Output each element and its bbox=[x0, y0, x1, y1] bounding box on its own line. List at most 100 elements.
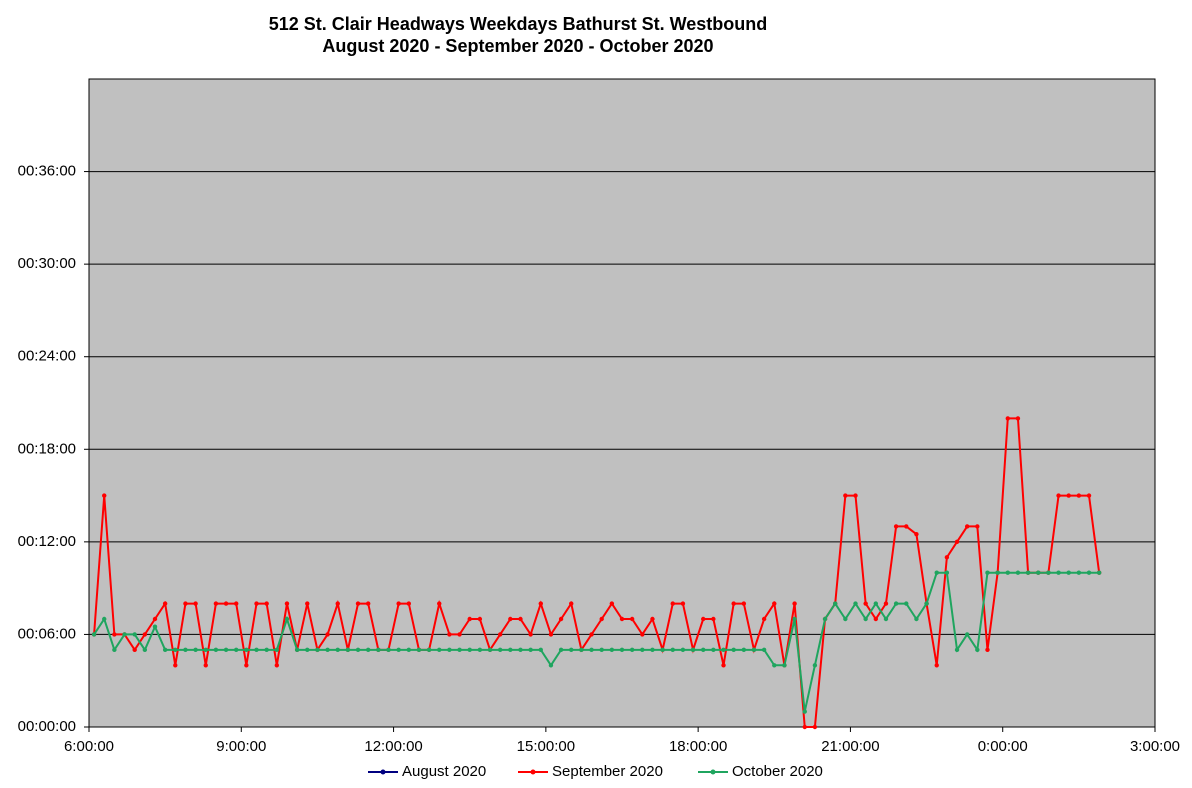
point bbox=[609, 601, 615, 606]
point bbox=[660, 647, 665, 653]
point bbox=[457, 632, 462, 637]
point bbox=[964, 524, 970, 529]
point bbox=[132, 647, 137, 653]
point bbox=[883, 616, 889, 622]
point bbox=[558, 647, 564, 653]
legend-marker bbox=[710, 769, 716, 775]
point bbox=[741, 601, 747, 606]
point bbox=[416, 647, 422, 653]
point bbox=[305, 647, 310, 653]
point bbox=[812, 724, 818, 730]
point bbox=[731, 601, 736, 606]
point bbox=[325, 632, 330, 637]
point bbox=[203, 647, 208, 653]
point bbox=[376, 647, 381, 653]
point bbox=[1005, 570, 1010, 575]
y-tick-label: 00:12:00 bbox=[18, 533, 76, 550]
x-tick-label: 3:00:00 bbox=[1130, 738, 1180, 755]
point bbox=[1066, 570, 1071, 575]
point bbox=[873, 601, 879, 606]
point bbox=[893, 524, 899, 529]
point bbox=[437, 647, 442, 653]
point bbox=[640, 647, 645, 653]
point bbox=[548, 663, 554, 668]
chart-title: 512 St. Clair Headways Weekdays Bathurst… bbox=[269, 14, 768, 34]
point bbox=[193, 601, 198, 606]
point bbox=[1015, 416, 1021, 421]
y-tick-label: 00:36:00 bbox=[18, 163, 76, 180]
legend-label: August 2020 bbox=[402, 763, 486, 780]
y-tick-label: 00:00:00 bbox=[18, 718, 76, 735]
point bbox=[558, 616, 564, 622]
point bbox=[1066, 493, 1071, 498]
point bbox=[1096, 570, 1102, 575]
point bbox=[944, 570, 950, 575]
x-tick-label: 9:00:00 bbox=[216, 738, 266, 755]
point bbox=[203, 663, 208, 668]
point bbox=[1056, 570, 1061, 575]
point bbox=[670, 647, 675, 653]
point bbox=[701, 647, 706, 653]
point bbox=[599, 647, 604, 653]
point bbox=[234, 647, 239, 653]
point bbox=[1056, 493, 1061, 498]
point bbox=[477, 647, 483, 653]
point bbox=[355, 647, 361, 653]
point bbox=[609, 647, 615, 653]
point bbox=[284, 616, 290, 622]
point bbox=[904, 601, 909, 606]
point bbox=[975, 647, 980, 653]
point bbox=[772, 601, 777, 606]
point bbox=[213, 601, 219, 606]
point bbox=[761, 647, 767, 653]
point bbox=[325, 647, 330, 653]
point bbox=[274, 663, 280, 668]
point bbox=[954, 539, 960, 545]
point bbox=[721, 663, 726, 668]
point bbox=[447, 647, 452, 653]
point bbox=[782, 663, 787, 668]
point bbox=[670, 601, 675, 606]
point bbox=[447, 632, 452, 637]
point bbox=[893, 601, 899, 606]
point bbox=[934, 663, 939, 668]
point bbox=[406, 601, 411, 606]
y-tick-label: 00:18:00 bbox=[18, 440, 76, 457]
point bbox=[589, 647, 594, 653]
point bbox=[538, 601, 543, 606]
point bbox=[234, 601, 239, 606]
point bbox=[650, 616, 655, 622]
point bbox=[254, 647, 259, 653]
point bbox=[162, 601, 168, 606]
point bbox=[142, 632, 148, 637]
point bbox=[690, 647, 696, 653]
point bbox=[711, 616, 716, 622]
point bbox=[975, 524, 980, 529]
point bbox=[964, 632, 970, 637]
point bbox=[853, 601, 858, 606]
point bbox=[244, 663, 249, 668]
point bbox=[985, 647, 990, 653]
point bbox=[102, 493, 107, 498]
point bbox=[142, 647, 148, 653]
x-tick-label: 18:00:00 bbox=[669, 738, 727, 755]
point bbox=[640, 632, 645, 637]
point bbox=[995, 570, 1000, 575]
point bbox=[954, 647, 960, 653]
point bbox=[223, 647, 229, 653]
plot-area bbox=[88, 78, 1156, 728]
point bbox=[112, 632, 117, 637]
point bbox=[91, 632, 97, 637]
point bbox=[487, 647, 493, 653]
point bbox=[152, 616, 158, 622]
point bbox=[193, 647, 198, 653]
point bbox=[1086, 570, 1092, 575]
point bbox=[112, 647, 117, 653]
point bbox=[264, 601, 269, 606]
point bbox=[518, 616, 523, 622]
point bbox=[650, 647, 655, 653]
point bbox=[467, 616, 472, 622]
point bbox=[497, 647, 503, 653]
